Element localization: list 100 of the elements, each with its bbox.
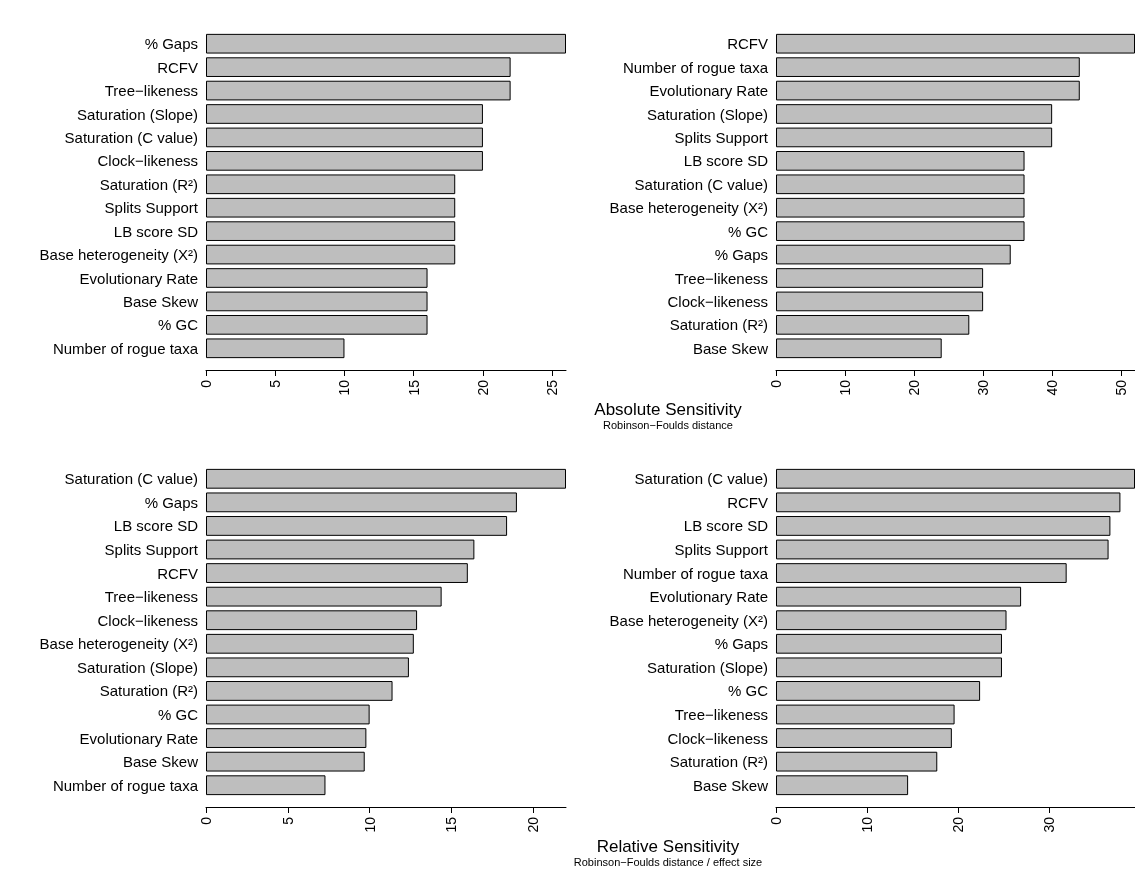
x-tick-label: 10 [859, 816, 876, 833]
x-tick-label: 10 [361, 816, 378, 833]
y-tick-label: % Gaps [144, 35, 198, 53]
y-tick-label: RCFV [727, 35, 768, 53]
x-tick-label: 20 [525, 816, 542, 833]
bar [206, 563, 468, 583]
x-tick-label: 40 [1044, 379, 1061, 396]
bar [206, 221, 456, 241]
bar [776, 633, 1002, 654]
bar [776, 33, 1135, 54]
bar [206, 127, 483, 148]
y-tick-label: Base Skew [692, 776, 769, 794]
text: Robinson−Foulds distance [602, 419, 734, 431]
y-tick-label: Saturation (Slope) [647, 105, 768, 123]
bar [776, 104, 1053, 124]
y-tick-label: Base heterogeneity (X²) [609, 199, 768, 217]
bar [776, 197, 1025, 218]
bar [206, 268, 428, 288]
y-tick-label: % GC [727, 682, 769, 700]
bar [206, 291, 428, 312]
y-tick-label: Splits Support [104, 199, 199, 217]
x-tick-label: 20 [950, 816, 967, 833]
bar [776, 127, 1053, 148]
x-tick-label: 10 [837, 379, 854, 396]
bar [206, 610, 418, 631]
y-tick-label: Saturation (Slope) [77, 658, 198, 676]
y-tick-label: % Gaps [714, 246, 768, 264]
bar [776, 244, 1011, 265]
x-tick-label: 10 [336, 379, 353, 396]
bar [206, 704, 370, 725]
bar [206, 751, 365, 772]
y-tick-label: % Gaps [144, 493, 198, 511]
y-tick-label: Evolutionary Rate [79, 729, 198, 747]
y-tick-label: LB score SD [113, 222, 199, 240]
bar [776, 610, 1007, 631]
bar [776, 80, 1080, 101]
y-tick-label: Evolutionary Rate [649, 82, 768, 100]
bar [206, 468, 566, 489]
y-tick-label: Saturation (C value) [634, 175, 768, 193]
y-tick-label: Tree−likeness [674, 706, 768, 723]
x-tick-label: 5 [279, 816, 296, 825]
bar [206, 80, 511, 101]
y-tick-label: Clock−likeness [667, 292, 768, 310]
bar [776, 57, 1080, 77]
bar [776, 586, 1022, 607]
bar [776, 775, 909, 796]
y-tick-label: Evolutionary Rate [79, 269, 198, 287]
bar [206, 197, 456, 218]
y-tick-label: Saturation (R²) [669, 753, 768, 771]
x-axis-title: Absolute Sensitivity [593, 400, 743, 420]
y-tick-label: Number of rogue taxa [52, 776, 199, 794]
y-tick-label: Saturation (R²) [669, 316, 768, 334]
y-tick-label: Number of rogue taxa [622, 564, 769, 582]
x-tick-label: 25 [544, 379, 561, 396]
x-tick-label: 5 [267, 379, 284, 388]
bar [206, 244, 456, 265]
y-tick-label: RCFV [727, 493, 768, 511]
y-tick-label: Saturation (C value) [64, 128, 198, 146]
y-tick-label: LB score SD [683, 517, 769, 535]
y-tick-label: Splits Support [674, 128, 769, 146]
x-tick-label: 30 [1041, 816, 1058, 833]
x-tick-label: 20 [474, 379, 491, 396]
y-tick-label: Base Skew [122, 753, 199, 771]
y-tick-label: Tree−likeness [104, 82, 198, 100]
y-tick-label: % GC [157, 316, 199, 334]
x-tick-label: 0 [198, 816, 214, 825]
x-tick-label: 0 [768, 816, 784, 825]
bar [206, 728, 367, 748]
y-tick-label: Base heterogeneity (X²) [39, 246, 198, 264]
bar [776, 315, 970, 335]
bar [776, 751, 938, 772]
bar [776, 728, 952, 748]
bar [776, 221, 1025, 241]
y-tick-label: Base Skew [692, 339, 769, 357]
y-tick-label: LB score SD [683, 152, 769, 170]
bar [776, 151, 1025, 171]
y-tick-label: Number of rogue taxa [622, 58, 769, 76]
bar [206, 539, 475, 560]
bar [206, 33, 566, 54]
y-tick-label: Saturation (C value) [64, 470, 198, 488]
x-tick-label: 20 [906, 379, 923, 396]
bar [206, 681, 393, 701]
bar [776, 338, 942, 359]
bar [776, 681, 981, 701]
y-tick-label: Splits Support [104, 541, 199, 558]
bar [776, 657, 1002, 678]
y-tick-label: Base Skew [122, 292, 199, 310]
y-tick-label: Tree−likeness [104, 588, 198, 606]
bar [206, 633, 414, 654]
y-tick-label: Clock−likeness [667, 729, 768, 747]
y-tick-label: % Gaps [714, 635, 768, 653]
bar [776, 291, 984, 312]
y-tick-label: Saturation (R²) [99, 682, 198, 700]
bar [776, 539, 1109, 560]
x-tick-label: 50 [1113, 379, 1130, 396]
x-tick-label: 15 [443, 816, 460, 833]
y-tick-label: % GC [727, 222, 769, 240]
bar [776, 268, 984, 288]
y-tick-label: Tree−likeness [674, 269, 768, 287]
y-tick-label: Splits Support [674, 541, 769, 558]
